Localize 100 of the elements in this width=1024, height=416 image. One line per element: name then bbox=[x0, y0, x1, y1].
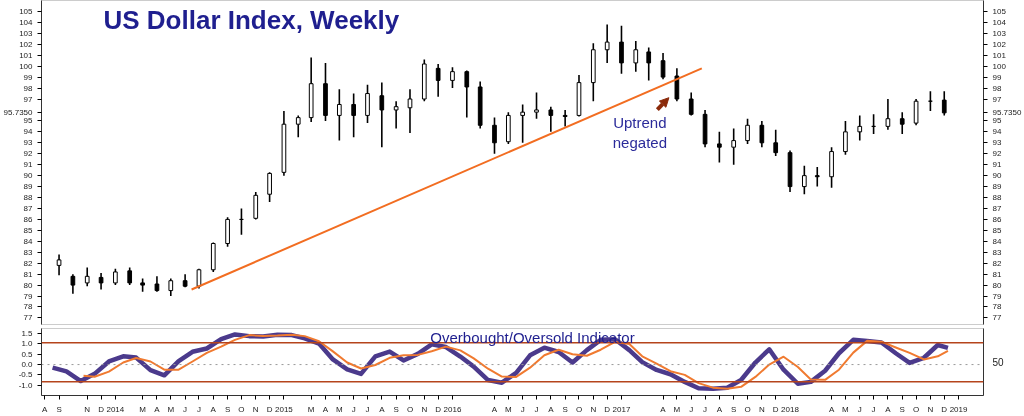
y-tick-label: 102 bbox=[19, 39, 34, 49]
y-tick-label: 95.7350 bbox=[3, 108, 34, 118]
x-tick-label: J bbox=[351, 404, 356, 414]
x-tick-label: J bbox=[365, 404, 370, 414]
candlestick bbox=[604, 23, 610, 64]
x-tick-label: J bbox=[871, 404, 876, 414]
x-tick-label: D bbox=[98, 404, 105, 414]
x-tick-label: D bbox=[266, 404, 273, 414]
y2-tick-label: 89 bbox=[992, 182, 1002, 192]
y2-tick-label: 82 bbox=[992, 258, 1002, 268]
x-tick-label: A bbox=[491, 404, 498, 414]
y2-tick-label: 88 bbox=[992, 193, 1002, 203]
x-tick-label: A bbox=[548, 404, 555, 414]
y2-tick-label: 87 bbox=[992, 203, 1002, 213]
x-tick-label: M bbox=[167, 404, 175, 414]
candlestick bbox=[379, 81, 385, 148]
x-tick-label: A bbox=[322, 404, 329, 414]
x-tick-label: D bbox=[435, 404, 442, 414]
candlestick bbox=[759, 120, 765, 148]
candlestick bbox=[520, 103, 526, 144]
candlestick bbox=[619, 24, 624, 75]
y-tick-label: 103 bbox=[19, 28, 34, 38]
candlestick bbox=[717, 131, 722, 164]
candlestick bbox=[899, 111, 905, 135]
candlestick bbox=[450, 66, 455, 89]
candlestick bbox=[435, 63, 441, 98]
candlestick bbox=[253, 191, 259, 221]
candlestick bbox=[562, 109, 568, 128]
candlestick bbox=[646, 46, 652, 82]
y-tick-label: 91 bbox=[23, 160, 34, 170]
y-tick-label: 90 bbox=[23, 171, 34, 181]
x-tick-label: A bbox=[379, 404, 386, 414]
x-tick-label: M bbox=[842, 404, 850, 414]
y2-tick-label: 85 bbox=[992, 225, 1002, 235]
y2-tick-label: 101 bbox=[992, 50, 1007, 60]
y-tick-label: 1.5 bbox=[21, 329, 34, 339]
x-tick-label: 2017 bbox=[612, 404, 631, 414]
x-tick-label: N bbox=[758, 404, 765, 414]
x-tick-label: A bbox=[828, 404, 835, 414]
y-tick-label: 79 bbox=[23, 291, 34, 301]
candlestick bbox=[56, 253, 62, 277]
y2-tick-label: 99 bbox=[992, 72, 1002, 82]
candlestick bbox=[393, 100, 399, 130]
candlestick bbox=[336, 88, 342, 142]
x-tick-label: O bbox=[575, 404, 583, 414]
candlestick bbox=[534, 91, 539, 120]
candlestick bbox=[351, 92, 356, 139]
y2-tick-label: 78 bbox=[992, 302, 1002, 312]
candlestick bbox=[843, 120, 848, 156]
x-tick-label: M bbox=[336, 404, 344, 414]
y2-tick-label: 91 bbox=[992, 160, 1002, 170]
candlestick bbox=[633, 40, 639, 73]
y2-tick-label: 105 bbox=[992, 6, 1007, 16]
x-tick-label: N bbox=[590, 404, 597, 414]
y2-tick-label: 86 bbox=[992, 214, 1002, 224]
x-tick-label: S bbox=[899, 404, 905, 414]
candlestick bbox=[814, 166, 820, 188]
x-tick-label: A bbox=[210, 404, 217, 414]
candlestick bbox=[464, 69, 470, 119]
candlestick bbox=[857, 114, 863, 142]
x-tick-label: 2015 bbox=[275, 404, 294, 414]
candlestick bbox=[84, 266, 90, 287]
x-tick-label: A bbox=[154, 404, 161, 414]
candlestick bbox=[660, 52, 666, 81]
x-tick-label: M bbox=[505, 404, 513, 414]
y-tick-label: 87 bbox=[23, 203, 34, 213]
y2-tick-label: 95.7350 bbox=[992, 108, 1022, 118]
x-tick-label: J bbox=[520, 404, 525, 414]
y2-tick-label: 95 bbox=[992, 116, 1002, 126]
y-tick-label: 86 bbox=[23, 214, 34, 224]
x-tick-label: S bbox=[393, 404, 399, 414]
x-tick-label: N bbox=[252, 404, 259, 414]
candlestick bbox=[913, 98, 919, 127]
y-tick-label: 85 bbox=[23, 225, 34, 235]
x-tick-label: A bbox=[660, 404, 667, 414]
y-tick-label: 84 bbox=[23, 236, 34, 246]
y-tick-label: 99 bbox=[23, 72, 34, 82]
candlestick bbox=[548, 105, 554, 133]
y-tick-label: 92 bbox=[23, 149, 34, 159]
x-tick-label: M bbox=[673, 404, 681, 414]
y2-tick-label: 98 bbox=[992, 83, 1002, 93]
x-tick-label: A bbox=[885, 404, 892, 414]
x-tick-label: O bbox=[238, 404, 245, 414]
x-tick-label: S bbox=[731, 404, 737, 414]
y2-tick-label: 104 bbox=[992, 17, 1007, 27]
candlestick bbox=[365, 83, 370, 124]
y2-tick-label: 84 bbox=[992, 236, 1002, 246]
x-tick-label: 2016 bbox=[443, 404, 462, 414]
y-tick-label: 83 bbox=[23, 247, 34, 257]
y-tick-label: 0.5 bbox=[21, 349, 34, 359]
y2-tick-label: 92 bbox=[992, 149, 1002, 159]
y-tick-label: 101 bbox=[19, 50, 34, 60]
x-tick-label: J bbox=[534, 404, 539, 414]
y2-tick-label: 77 bbox=[992, 313, 1002, 323]
x-tick-label: O bbox=[406, 404, 414, 414]
y2-tick-label: 94 bbox=[992, 127, 1002, 137]
x-tick-label: O bbox=[744, 404, 751, 414]
annotation: Uptrend negated bbox=[612, 113, 667, 152]
x-tick-label: 2014 bbox=[106, 404, 125, 414]
chart-title: US Dollar Index, Weekly bbox=[103, 4, 400, 35]
